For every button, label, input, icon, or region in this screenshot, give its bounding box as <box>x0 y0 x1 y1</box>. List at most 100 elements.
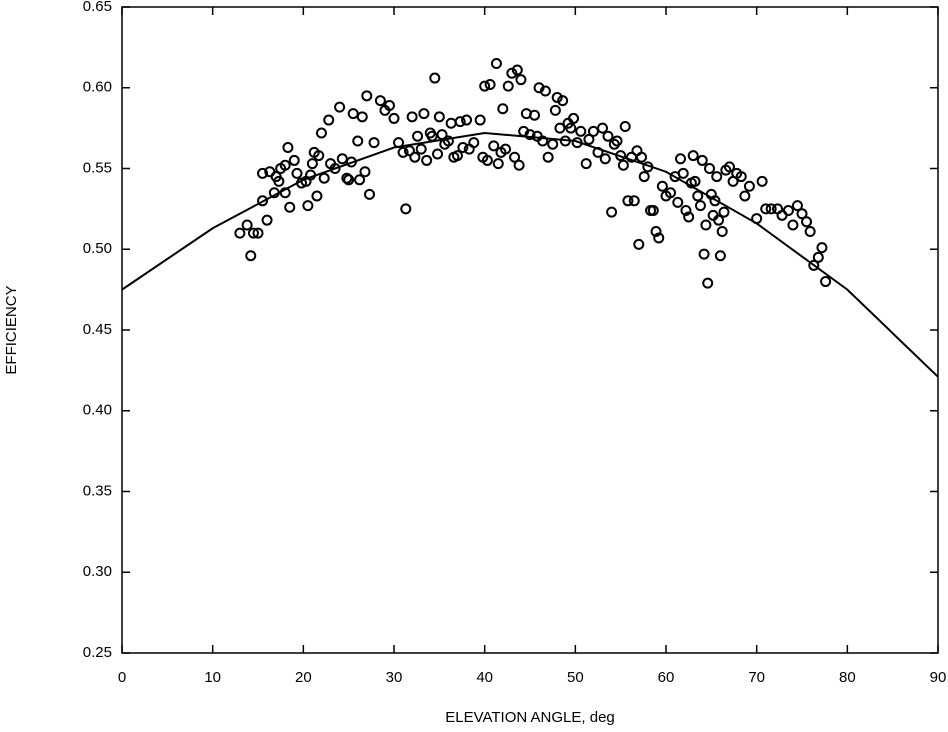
data-point <box>820 276 832 288</box>
data-point <box>257 195 269 207</box>
data-point <box>306 158 318 170</box>
data-point <box>245 250 257 262</box>
data-point <box>352 135 364 147</box>
data-point <box>288 154 300 166</box>
data-point <box>653 232 665 244</box>
data-point <box>656 180 668 192</box>
y-tick-label: 0.40 <box>83 402 112 419</box>
data-point <box>397 146 409 158</box>
data-point <box>787 219 799 231</box>
data-point <box>617 159 629 171</box>
fit-curve <box>121 131 939 378</box>
data-point <box>568 112 580 124</box>
data-point <box>497 103 509 115</box>
data-point <box>468 137 480 149</box>
data-point <box>302 200 314 212</box>
data-point <box>429 72 441 84</box>
data-point <box>551 91 563 103</box>
data-point <box>696 154 708 166</box>
data-point <box>760 203 772 215</box>
data-point <box>633 238 645 250</box>
data-point <box>433 111 445 123</box>
y-tick-label: 0.35 <box>83 482 112 499</box>
data-point <box>565 122 577 134</box>
y-tick-label: 0.30 <box>83 563 112 580</box>
data-point <box>241 219 253 231</box>
data-point <box>689 175 701 187</box>
y-tick-label: 0.65 <box>83 0 112 15</box>
data-point <box>509 151 521 163</box>
data-point <box>524 129 536 141</box>
data-point <box>638 171 650 183</box>
data-point <box>692 190 704 202</box>
data-point <box>611 135 623 147</box>
data-point <box>257 167 269 179</box>
y-tick-label: 0.45 <box>83 321 112 338</box>
data-point <box>547 138 559 150</box>
data-point <box>628 195 640 207</box>
data-point <box>554 122 566 134</box>
data-point <box>341 172 353 184</box>
data-point <box>311 190 323 202</box>
data-point <box>421 154 433 166</box>
data-point <box>445 117 457 129</box>
data-point <box>606 206 618 218</box>
data-point <box>234 227 246 239</box>
data-point <box>650 225 662 237</box>
data-point <box>808 259 820 271</box>
data-point <box>713 214 725 226</box>
data-point <box>415 143 427 155</box>
data-point <box>756 175 768 187</box>
data-point <box>718 206 730 218</box>
data-point <box>273 175 285 187</box>
data-point <box>474 114 486 126</box>
data-point <box>694 200 706 212</box>
x-tick-label: 70 <box>748 669 765 686</box>
data-point <box>723 161 735 173</box>
data-point <box>636 151 648 163</box>
data-point <box>479 80 491 92</box>
data-point <box>388 112 400 124</box>
y-tick-label: 0.55 <box>83 159 112 176</box>
y-axis-label: EFFICIENCY <box>3 285 20 374</box>
data-point <box>557 95 569 107</box>
y-tick-label: 0.60 <box>83 79 112 96</box>
data-point <box>583 133 595 145</box>
data-point <box>672 196 684 208</box>
data-point <box>502 80 514 92</box>
data-point <box>461 114 473 126</box>
data-point <box>356 111 368 123</box>
data-point <box>492 158 504 170</box>
data-point <box>743 180 755 192</box>
data-point <box>318 172 330 184</box>
data-point <box>291 167 303 179</box>
data-point <box>364 188 376 200</box>
data-point <box>677 167 689 179</box>
data-point <box>735 171 747 183</box>
data-point <box>542 151 554 163</box>
data-point <box>406 111 418 123</box>
data-point <box>412 130 424 142</box>
data-point <box>488 140 500 152</box>
data-point <box>687 150 699 162</box>
data-point <box>347 108 359 120</box>
data-point <box>782 204 794 216</box>
data-point <box>368 137 380 149</box>
data-point <box>801 216 813 228</box>
data-point <box>409 151 421 163</box>
data-point <box>702 277 714 289</box>
data-point <box>284 201 296 213</box>
data-point <box>709 195 721 207</box>
data-point <box>602 130 614 142</box>
data-point <box>511 64 523 76</box>
data-point <box>313 150 325 162</box>
data-point <box>575 125 587 137</box>
data-point <box>261 214 273 226</box>
data-point <box>816 242 828 254</box>
data-point <box>336 153 348 165</box>
data-point <box>329 163 341 174</box>
data-point <box>765 203 777 215</box>
data-point <box>279 159 291 171</box>
data-point <box>454 116 466 128</box>
data-point <box>490 58 502 70</box>
